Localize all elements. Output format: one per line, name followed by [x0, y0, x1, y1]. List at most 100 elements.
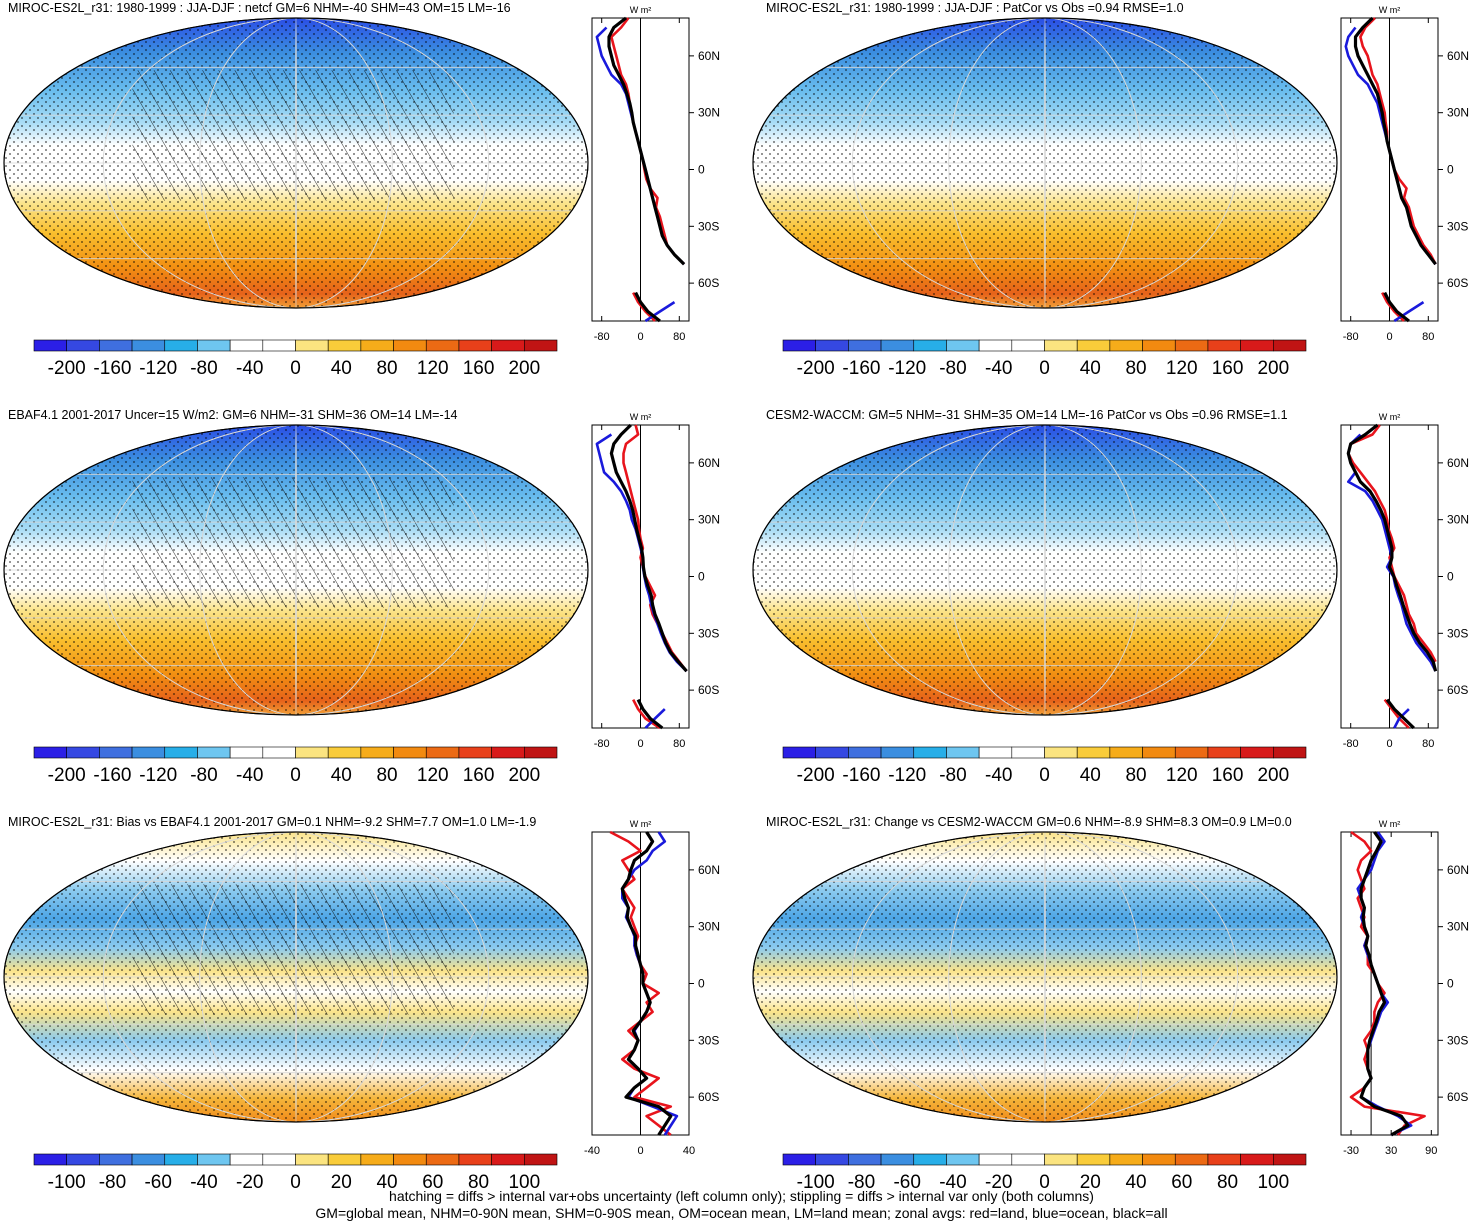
colorbar-swatch [1011, 746, 1045, 759]
profile-units: W m² [630, 819, 652, 829]
profile-xtick-label: -40 [584, 1145, 600, 1157]
colorbar-swatch [1240, 339, 1274, 352]
colorbar-tick-label: 80 [1217, 1172, 1238, 1193]
profile-xtick-label: 80 [673, 738, 685, 750]
colorbar-tick-label: 60 [422, 1172, 443, 1193]
profile-ytick-label: 60S [698, 1090, 719, 1104]
colorbar-swatch [491, 746, 525, 759]
map-border [3, 831, 589, 1123]
map-border [752, 424, 1338, 716]
colorbar-swatch [262, 1153, 296, 1166]
colorbar-swatch [880, 746, 915, 759]
colorbar-swatch [229, 1153, 264, 1166]
profile-ytick-label: 60S [1447, 1090, 1468, 1104]
panel-4: CESM2-WACCM: GM=5 NHM=-31 SHM=35 OM=14 L… [752, 408, 1469, 786]
profile-units: W m² [1379, 5, 1401, 15]
colorbar-swatch [66, 746, 100, 759]
colorbar-swatch [1240, 746, 1274, 759]
colorbar-tick-label: 40 [376, 1172, 397, 1193]
profile-units: W m² [1379, 819, 1401, 829]
profile-xtick-label: 80 [1422, 738, 1434, 750]
profile-ytick-label: 30S [1447, 626, 1468, 640]
colorbar-swatch [360, 746, 394, 759]
colorbar-tick-label: 80 [1125, 358, 1146, 379]
colorbar-swatch [1011, 339, 1045, 352]
profile-line-all [1353, 16, 1437, 323]
colorbar-swatch [131, 339, 166, 352]
colorbar-swatch [782, 339, 816, 352]
colorbar-tick-label: -60 [144, 1172, 171, 1193]
colorbar-swatch [360, 339, 394, 352]
colorbar-tick-label: 200 [1257, 765, 1289, 786]
colorbar-swatch [33, 339, 67, 352]
colorbar-swatch [1174, 339, 1209, 352]
colorbar-tick-label: 80 [468, 1172, 489, 1193]
colorbar-tick-label: 80 [376, 765, 397, 786]
colorbar-swatch [458, 1153, 492, 1166]
profile-ytick-label: 30N [698, 920, 720, 934]
profile-ytick-label: 0 [698, 570, 705, 584]
colorbar-swatch [978, 339, 1013, 352]
colorbar-swatch [425, 746, 460, 759]
colorbar-swatch [295, 746, 329, 759]
map [3, 831, 589, 1123]
colorbar-swatch [327, 339, 362, 352]
profile-ytick-label: 30N [1447, 513, 1469, 527]
colorbar-tick-label: -80 [190, 358, 217, 379]
colorbar-swatch [491, 339, 525, 352]
colorbar-tick-label: 160 [463, 358, 495, 379]
colorbar-swatch [1207, 1153, 1241, 1166]
map-hatching [132, 884, 454, 1015]
colorbar-swatch [978, 746, 1013, 759]
profile-line-land [1347, 424, 1437, 729]
colorbar-tick-label: 0 [290, 1172, 301, 1193]
colorbar-tick-label: 20 [331, 1172, 352, 1193]
profile-ytick-label: 60N [698, 456, 720, 470]
map [3, 424, 589, 716]
colorbar-tick-label: -120 [139, 358, 177, 379]
colorbar-swatch [197, 746, 231, 759]
colorbar: -200 -160 -120 -80 -40 0 40 80 120 160 200 [33, 339, 558, 379]
colorbar-swatch [946, 1153, 980, 1166]
colorbar-tick-label: -120 [888, 765, 926, 786]
colorbar-tick-label: -80 [939, 765, 966, 786]
profile-xtick-label: -80 [1343, 331, 1359, 343]
colorbar-swatch [946, 339, 980, 352]
map [752, 831, 1338, 1123]
colorbar-swatch [524, 1153, 558, 1166]
colorbar-swatch [815, 339, 849, 352]
colorbar-tick-label: -40 [985, 358, 1012, 379]
colorbar-tick-label: -200 [797, 358, 835, 379]
colorbar-swatch [782, 746, 816, 759]
colorbar-swatch [33, 1153, 67, 1166]
profile-frame [1340, 831, 1439, 1136]
colorbar-swatch [1174, 746, 1209, 759]
map-border [3, 17, 589, 309]
colorbar-tick-label: -200 [48, 765, 86, 786]
profile-ytick-label: 0 [698, 163, 705, 177]
colorbar-swatch [393, 339, 427, 352]
profile-ytick-label: 0 [698, 977, 705, 991]
colorbar-tick-label: 120 [417, 358, 449, 379]
map-border [752, 831, 1338, 1123]
colorbar-swatch [1109, 1153, 1143, 1166]
colorbar-swatch [1076, 339, 1111, 352]
colorbar-tick-label: 120 [417, 765, 449, 786]
profile-xtick-label: 30 [1385, 1145, 1397, 1157]
colorbar-tick-label: -40 [939, 1172, 966, 1193]
colorbar-tick-label: 200 [508, 765, 540, 786]
colorbar-swatch [458, 339, 492, 352]
colorbar-swatch [1273, 339, 1307, 352]
profile-ytick-label: 60N [1447, 49, 1469, 63]
colorbar-swatch [524, 746, 558, 759]
colorbar-swatch [327, 746, 362, 759]
panel-1: MIROC-ES2L_r31: 1980-1999 : JJA-DJF : ne… [3, 1, 720, 379]
colorbar-swatch [1207, 746, 1241, 759]
colorbar-tick-label: -20 [236, 1172, 263, 1193]
colorbar-swatch [913, 339, 947, 352]
panel-title: MIROC-ES2L_r31: 1980-1999 : JJA-DJF : ne… [8, 1, 511, 15]
colorbar-tick-label: -80 [99, 1172, 126, 1193]
profile-line-all [620, 831, 673, 1136]
colorbar: -200 -160 -120 -80 -40 0 40 80 120 160 200 [782, 746, 1307, 786]
colorbar-swatch [458, 746, 492, 759]
